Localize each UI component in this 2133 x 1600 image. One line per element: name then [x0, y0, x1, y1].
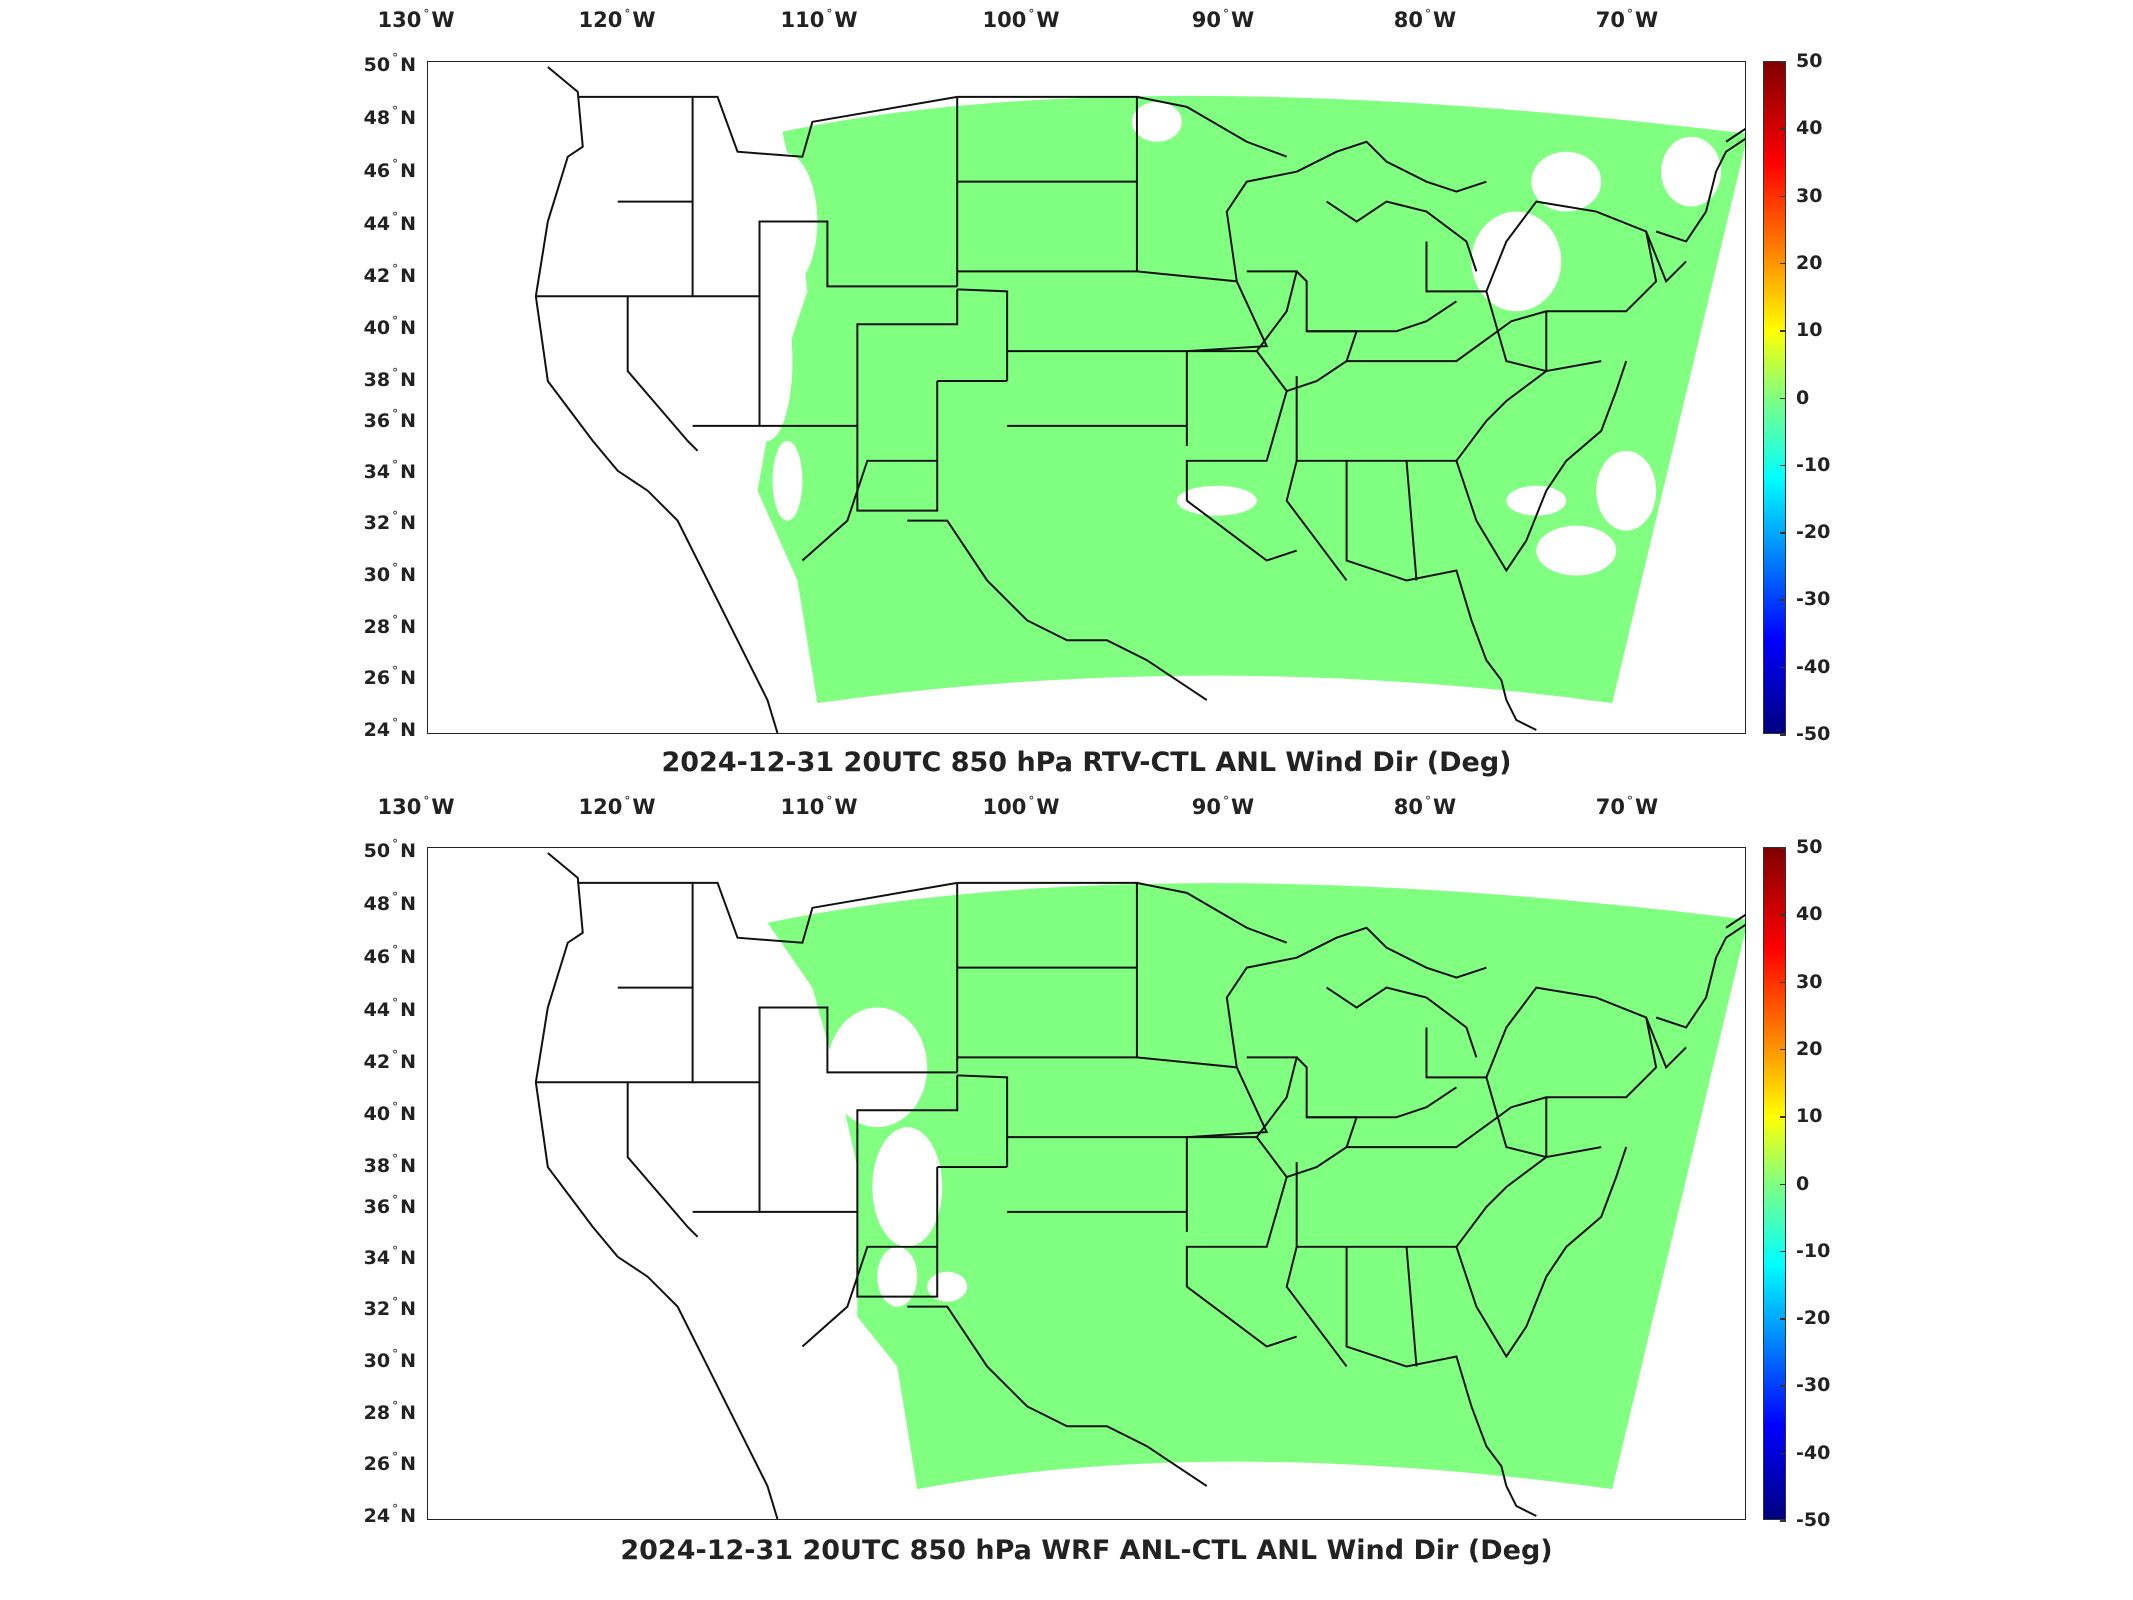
lat-label-38: 38 ° N: [363, 365, 416, 391]
lat-label-40: 40 ° N: [363, 314, 416, 340]
map-frame: [427, 61, 1746, 734]
lon-label-130: 130 °W: [377, 7, 455, 32]
lat-label-46: 46 ° N: [363, 943, 416, 969]
lon-label-120: 120 °W: [578, 794, 656, 819]
lat-label-50: 50 ° N: [363, 837, 416, 862]
colorbar-tick-mark: [1780, 128, 1786, 130]
lon-label-80: 80 °W: [1393, 794, 1457, 819]
colorbar-tick-label: 0: [1796, 386, 1810, 409]
lat-label-50: 50 ° N: [363, 51, 416, 76]
lon-label-90: 90 °W: [1191, 7, 1255, 32]
lon-label-120: 120 °W: [578, 7, 656, 32]
state-borders: [534, 66, 1745, 733]
colorbar-tick-mark: [1780, 1250, 1786, 1253]
colorbar-tick-label: -50: [1796, 1509, 1831, 1531]
colorbar-tick-mark: [1780, 195, 1786, 198]
colorbar-tick-label: -40: [1796, 1441, 1831, 1464]
colorbar-tick-label: 20: [1796, 1037, 1823, 1060]
lat-label-40: 40 ° N: [363, 1100, 416, 1126]
colorbar-tick-mark: [1780, 914, 1786, 916]
colorbar-tick-label: 30: [1796, 184, 1823, 207]
lat-label-30: 30 ° N: [363, 1346, 416, 1372]
lon-label-110: 110 °W: [780, 7, 858, 32]
lat-label-42: 42 ° N: [363, 262, 416, 288]
lat-label-32: 32 ° N: [363, 509, 416, 535]
colorbar-tick-label: -30: [1796, 588, 1831, 611]
colorbar-tick-mark: [1780, 1183, 1786, 1185]
colorbar-tick-label: 40: [1796, 903, 1823, 926]
lat-label-30: 30 ° N: [363, 560, 416, 586]
colorbar-tick-mark: [1780, 734, 1786, 736]
data-domain-fill: [767, 883, 1745, 1490]
lon-label-70: 70 °W: [1595, 7, 1659, 32]
colorbar-tick-mark: [1780, 1385, 1786, 1387]
colorbar-tick-label: 10: [1796, 1105, 1823, 1128]
lat-label-28: 28 ° N: [363, 612, 416, 638]
lon-label-90: 90 °W: [1191, 794, 1255, 819]
lat-label-44: 44 ° N: [363, 209, 416, 235]
colorbar-tick-mark: [1780, 981, 1786, 984]
colorbar-tick-label: -50: [1796, 723, 1831, 745]
colorbar-tick-label: 10: [1796, 319, 1823, 342]
map-plot: [534, 852, 1745, 1519]
colorbar-tick-mark: [1780, 532, 1786, 534]
lat-label-38: 38 ° N: [363, 1151, 416, 1177]
map-plot: [534, 66, 1745, 733]
colorbar-tick-label: 50: [1796, 836, 1823, 858]
panel-rtv-ctl: 50 40 30 20 10 0 -10 -20 -30 -40 -50 130 °W 120 °W 110…: [0, 0, 2133, 790]
lat-label-36: 36 ° N: [363, 1192, 416, 1218]
panel-title: 2024-12-31 20UTC 850 hPa WRF ANL-CTL ANL…: [620, 1535, 1553, 1566]
lat-label-46: 46 ° N: [363, 157, 416, 183]
map-frame: [427, 847, 1746, 1520]
colorbar-tick-label: 0: [1796, 1172, 1810, 1195]
lat-label-34: 34 ° N: [363, 1243, 416, 1269]
colorbar-tick-mark: [1780, 599, 1786, 601]
colorbar-tick-label: -40: [1796, 655, 1831, 678]
colorbar-tick-mark: [1780, 847, 1786, 849]
colorbar-tick-label: -30: [1796, 1374, 1831, 1397]
lat-label-24: 24 ° N: [363, 1502, 416, 1527]
colorbar-tick-mark: [1780, 61, 1786, 63]
colorbar-tick-mark: [1780, 1452, 1786, 1455]
colorbar-tick-mark: [1780, 1318, 1786, 1320]
colorbar-tick-label: -20: [1796, 521, 1831, 544]
lat-label-28: 28 ° N: [363, 1398, 416, 1424]
colorbar-tick-label: -10: [1796, 453, 1831, 476]
panel-wrf-ctl: 50 40 30 20 10 0 -10 -20 -30 -40 -50 130 °W 120 °W 110…: [0, 790, 2133, 1600]
colorbar-tick-mark: [1780, 330, 1786, 332]
colorbar-tick-label: 20: [1796, 251, 1823, 274]
lat-label-26: 26 ° N: [363, 664, 416, 690]
lat-label-44: 44 ° N: [363, 995, 416, 1021]
lon-label-100: 100 °W: [982, 794, 1060, 819]
lon-label-80: 80 °W: [1393, 7, 1457, 32]
lat-label-32: 32 ° N: [363, 1295, 416, 1321]
panel-title: 2024-12-31 20UTC 850 hPa RTV-CTL ANL Win…: [661, 747, 1512, 778]
colorbar-tick-mark: [1780, 1520, 1786, 1522]
colorbar-tick-mark: [1780, 1116, 1786, 1118]
lat-label-36: 36 ° N: [363, 406, 416, 432]
lat-label-26: 26 ° N: [363, 1450, 416, 1476]
lat-label-42: 42 ° N: [363, 1048, 416, 1074]
colorbar-tick-mark: [1780, 464, 1786, 467]
lon-label-130: 130 °W: [377, 794, 455, 819]
lat-label-48: 48 ° N: [363, 104, 416, 130]
colorbar-tick-mark: [1780, 1048, 1786, 1051]
lat-label-24: 24 ° N: [363, 716, 416, 741]
colorbar-tick-label: -20: [1796, 1307, 1831, 1330]
colorbar-tick-label: -10: [1796, 1239, 1831, 1262]
lon-label-70: 70 °W: [1595, 794, 1659, 819]
colorbar-tick-label: 50: [1796, 50, 1823, 72]
colorbar-tick-mark: [1780, 397, 1786, 399]
colorbar-tick-label: 30: [1796, 970, 1823, 993]
colorbar-tick-label: 40: [1796, 117, 1823, 140]
lon-label-110: 110 °W: [780, 794, 858, 819]
lon-label-100: 100 °W: [982, 7, 1060, 32]
lat-label-34: 34 ° N: [363, 457, 416, 483]
colorbar-tick-mark: [1780, 666, 1786, 669]
colorbar-tick-mark: [1780, 262, 1786, 265]
state-borders: [534, 852, 1745, 1519]
lat-label-48: 48 ° N: [363, 890, 416, 916]
